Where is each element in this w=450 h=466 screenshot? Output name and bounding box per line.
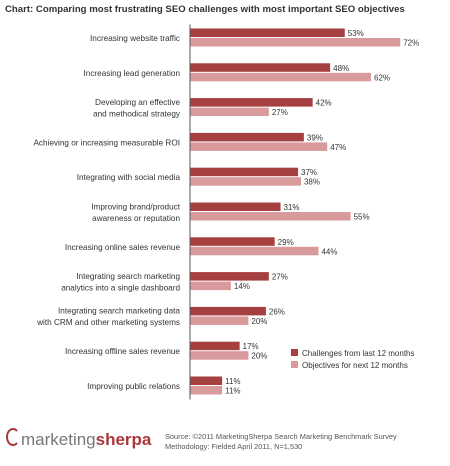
data-label: 11% — [225, 387, 240, 396]
data-label: 53% — [348, 29, 364, 38]
footer: marketingsherpa Source: ©2011 MarketingS… — [0, 418, 450, 466]
bar — [190, 386, 223, 395]
bar — [190, 38, 401, 47]
bar — [190, 28, 345, 37]
legend-swatch — [291, 349, 298, 356]
category-label: and methodical strategy — [93, 109, 181, 118]
bar — [190, 316, 249, 325]
category-label: with CRM and other marketing systems — [36, 318, 180, 327]
logo-icon — [6, 428, 20, 446]
category-label: Integrating search marketing data — [58, 307, 180, 316]
marketingsherpa-logo: marketingsherpa — [6, 428, 151, 450]
bar — [190, 132, 304, 142]
bar — [190, 212, 351, 221]
category-label: Increasing offline sales revenue — [65, 347, 180, 356]
category-label: Improving brand/product — [91, 202, 180, 211]
legend-swatch — [291, 361, 298, 368]
data-label: 44% — [321, 247, 337, 256]
bar — [190, 142, 328, 151]
data-label: 14% — [234, 282, 250, 291]
bar-chart: Increasing website traffic 53% 72% Increasi… — [33, 24, 419, 400]
logo-prefix: marketing — [21, 430, 96, 449]
logo-brand: sherpa — [95, 430, 152, 449]
category-label: Achieving or increasing measurable ROI — [33, 138, 180, 147]
bar — [190, 177, 301, 186]
data-label: 26% — [269, 307, 285, 316]
data-label: 37% — [301, 168, 317, 177]
category-label: Improving public relations — [87, 382, 180, 391]
source-note: Source: ©2011 MarketingSherpa Search Mar… — [165, 432, 397, 452]
category-label: Integrating search marketing — [76, 272, 180, 281]
category-label: Increasing website traffic — [90, 34, 180, 43]
legend-label: Objectives for next 12 months — [302, 361, 408, 370]
bar — [190, 272, 269, 281]
data-label: 42% — [316, 99, 332, 108]
category-label: analytics into a single dashboard — [61, 283, 180, 292]
data-label: 39% — [307, 133, 323, 142]
data-label: 72% — [403, 39, 419, 48]
data-label: 47% — [330, 143, 346, 152]
bar — [190, 246, 319, 256]
source-line: Source: ©2011 MarketingSherpa Search Mar… — [165, 432, 397, 441]
category-label: awareness or reputation — [92, 214, 180, 223]
bar — [190, 202, 281, 211]
data-label: 20% — [251, 317, 267, 326]
category-label: Increasing lead generation — [84, 69, 181, 78]
data-label: 11% — [225, 377, 240, 386]
category-label: Integrating with social media — [77, 173, 181, 182]
bar — [190, 351, 249, 360]
bar — [190, 98, 313, 107]
category-label: Developing an effective — [95, 98, 180, 107]
data-label: 62% — [374, 73, 390, 82]
data-label: 20% — [251, 352, 267, 361]
data-label: 38% — [304, 178, 320, 187]
data-label: 27% — [272, 108, 288, 117]
data-label: 29% — [278, 238, 294, 247]
bar — [190, 306, 266, 316]
data-label: 17% — [243, 342, 259, 351]
data-label: 27% — [272, 273, 288, 282]
data-label: 31% — [284, 203, 300, 212]
category-label: Increasing online sales revenue — [65, 243, 181, 252]
bar — [190, 237, 275, 246]
bar — [190, 63, 331, 72]
bar — [190, 107, 269, 117]
bar — [190, 341, 240, 351]
methodology-line: Methodology: Fielded April 2011, N=1,530 — [165, 442, 303, 451]
bar — [190, 72, 372, 82]
data-label: 48% — [333, 64, 349, 73]
data-label: 55% — [354, 213, 370, 222]
chart-title: Chart: Comparing most frustrating SEO ch… — [5, 4, 405, 15]
bar — [190, 167, 299, 177]
legend-label: Challenges from last 12 months — [302, 349, 415, 358]
bar — [190, 281, 231, 291]
bar — [190, 376, 223, 385]
